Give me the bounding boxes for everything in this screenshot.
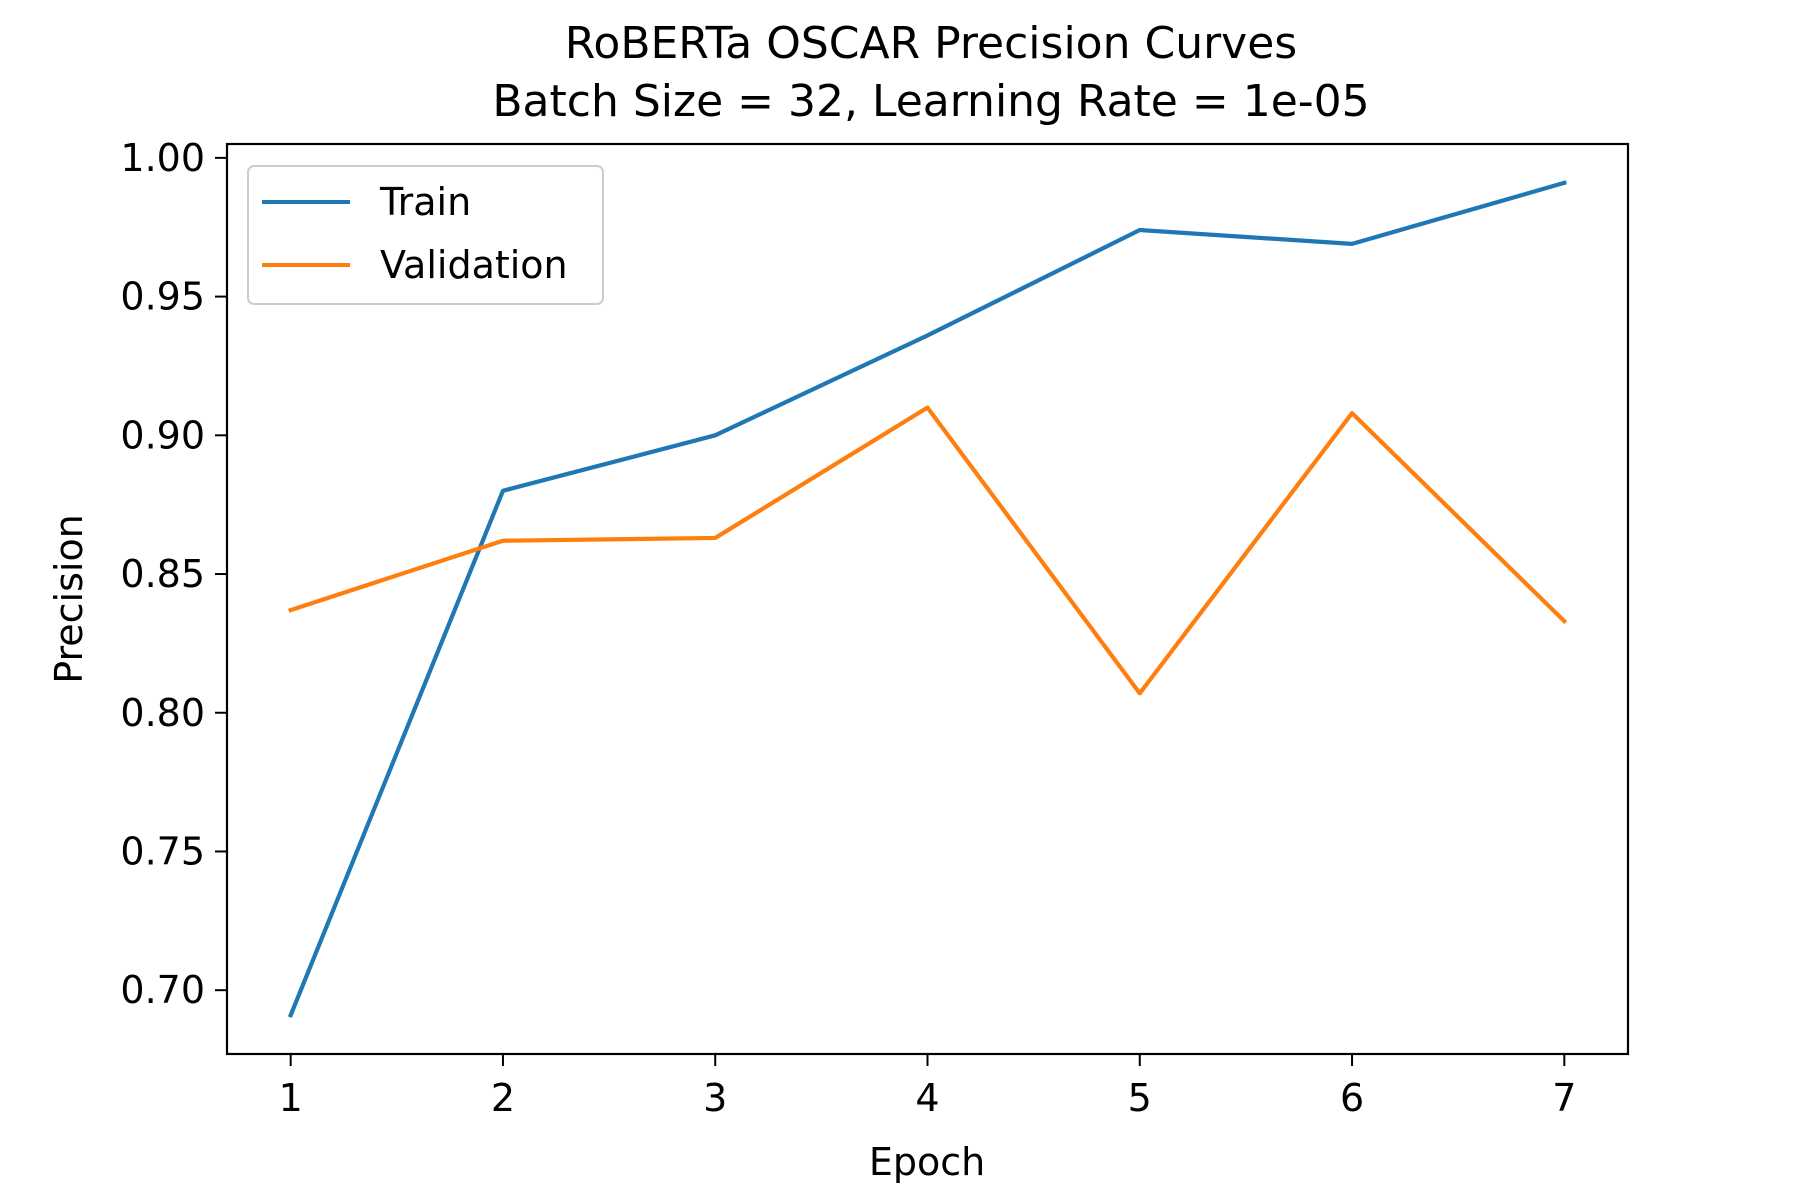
y-axis-label: Precision bbox=[47, 514, 91, 684]
x-tick-label-7: 7 bbox=[1552, 1076, 1576, 1120]
chart-title-line2: Batch Size = 32, Learning Rate = 1e-05 bbox=[492, 76, 1369, 127]
y-tick-label-0.70: 0.70 bbox=[120, 968, 205, 1012]
y-tick-label-0.90: 0.90 bbox=[120, 413, 205, 457]
legend: Train Validation bbox=[248, 166, 603, 304]
y-tick-label-0.85: 0.85 bbox=[120, 552, 205, 596]
legend-label-validation: Validation bbox=[380, 243, 568, 287]
x-tick-label-4: 4 bbox=[915, 1076, 939, 1120]
y-tick-label-0.80: 0.80 bbox=[120, 691, 205, 735]
x-tick-label-5: 5 bbox=[1128, 1076, 1152, 1120]
y-tick-label-0.75: 0.75 bbox=[120, 829, 205, 873]
chart-title-line1: RoBERTa OSCAR Precision Curves bbox=[565, 18, 1297, 69]
x-tick-label-3: 3 bbox=[703, 1076, 727, 1120]
y-tick-label-1.00: 1.00 bbox=[120, 136, 205, 180]
legend-label-train: Train bbox=[379, 180, 471, 224]
x-tick-label-6: 6 bbox=[1340, 1076, 1364, 1120]
x-tick-label-2: 2 bbox=[491, 1076, 515, 1120]
x-tick-label-1: 1 bbox=[279, 1076, 303, 1120]
series-line-validation bbox=[291, 408, 1565, 694]
y-tick-label-0.95: 0.95 bbox=[120, 275, 205, 319]
x-axis-label: Epoch bbox=[869, 1140, 985, 1184]
series-line-train bbox=[291, 183, 1565, 1015]
